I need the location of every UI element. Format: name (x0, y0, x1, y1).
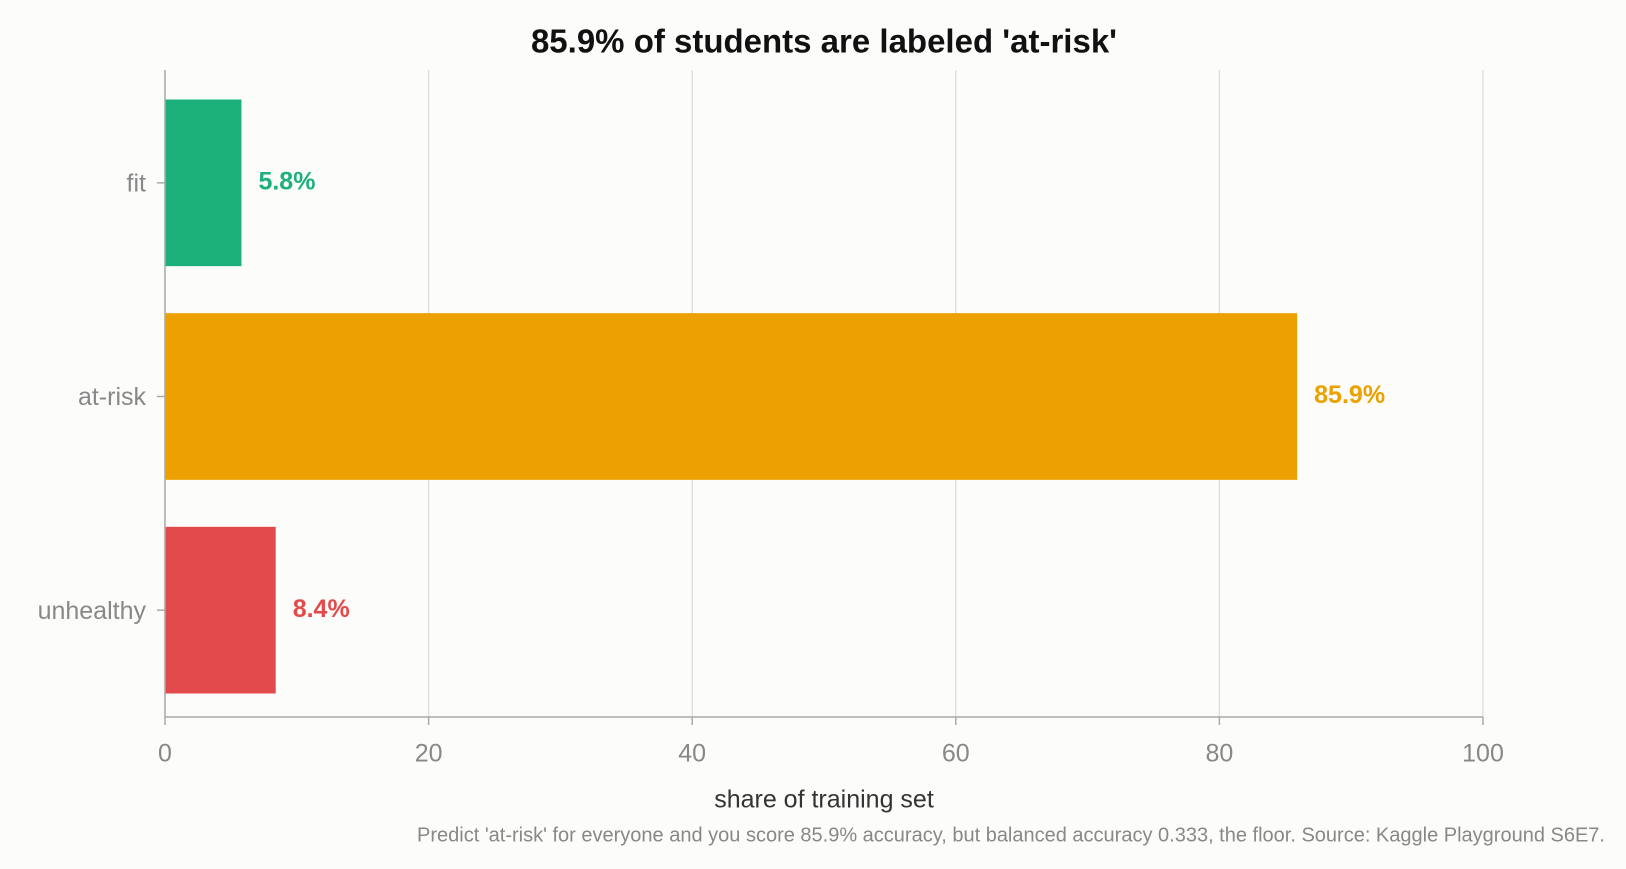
value-label: 8.4% (293, 595, 350, 623)
bar (165, 526, 276, 694)
x-tick-label: 100 (1462, 740, 1504, 768)
y-tick-label: unhealthy (38, 597, 147, 625)
value-label: 85.9% (1314, 381, 1385, 409)
y-tick-label: fit (127, 169, 147, 197)
bar (165, 99, 242, 267)
x-tick-label: 0 (158, 740, 172, 768)
x-tick-label: 80 (1205, 740, 1233, 768)
bar (165, 313, 1298, 480)
chart-title: 85.9% of students are labeled 'at-risk' (531, 23, 1117, 60)
footnote: Predict 'at-risk' for everyone and you s… (417, 824, 1605, 846)
y-tick-label: at-risk (78, 383, 147, 411)
x-tick-label: 20 (415, 740, 443, 768)
x-tick-label: 60 (942, 740, 970, 768)
value-label: 5.8% (258, 167, 315, 195)
x-axis-label: share of training set (714, 786, 934, 814)
x-tick-label: 40 (678, 740, 706, 768)
